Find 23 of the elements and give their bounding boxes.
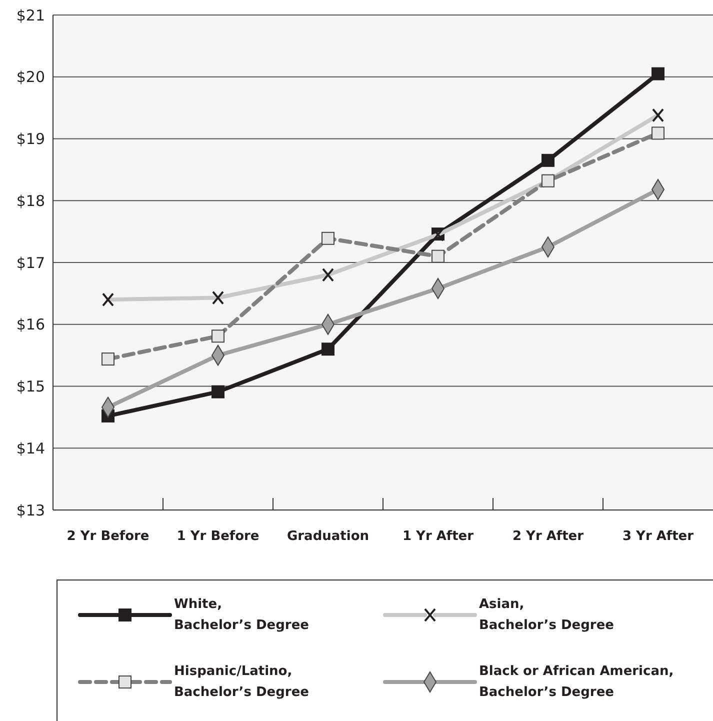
point <box>542 154 554 167</box>
y-tick-label: $14 <box>16 439 45 458</box>
x-tick-label: 2 Yr Before <box>66 529 150 544</box>
point <box>322 342 334 356</box>
legend-label: White, Bachelor’s Degree <box>174 597 310 633</box>
legend-label: Black or African American, Bachelor’s Degree <box>479 664 674 700</box>
x-tick-label: Graduation <box>286 529 370 544</box>
x-tick-label: 1 Yr Before <box>176 529 260 544</box>
legend-label: Asian, Bachelor’s Degree <box>479 597 614 633</box>
y-tick-label: $17 <box>16 254 45 272</box>
y-tick-label: $21 <box>16 6 45 24</box>
legend-label: Hispanic/Latino, Bachelor’s Degree <box>174 664 310 700</box>
y-tick-label: $16 <box>16 316 45 334</box>
y-tick-label: $15 <box>16 378 45 396</box>
y-tick-label: $18 <box>16 192 45 210</box>
y-tick-label: $13 <box>16 501 45 520</box>
point <box>652 67 664 80</box>
point <box>212 385 224 398</box>
x-tick-label: 3 Yr After <box>622 529 694 544</box>
y-tick-label: $20 <box>16 68 45 86</box>
x-tick-label: 1 Yr After <box>402 529 474 544</box>
y-tick-label: $19 <box>16 130 45 148</box>
x-tick-label: 2 Yr After <box>512 529 584 544</box>
